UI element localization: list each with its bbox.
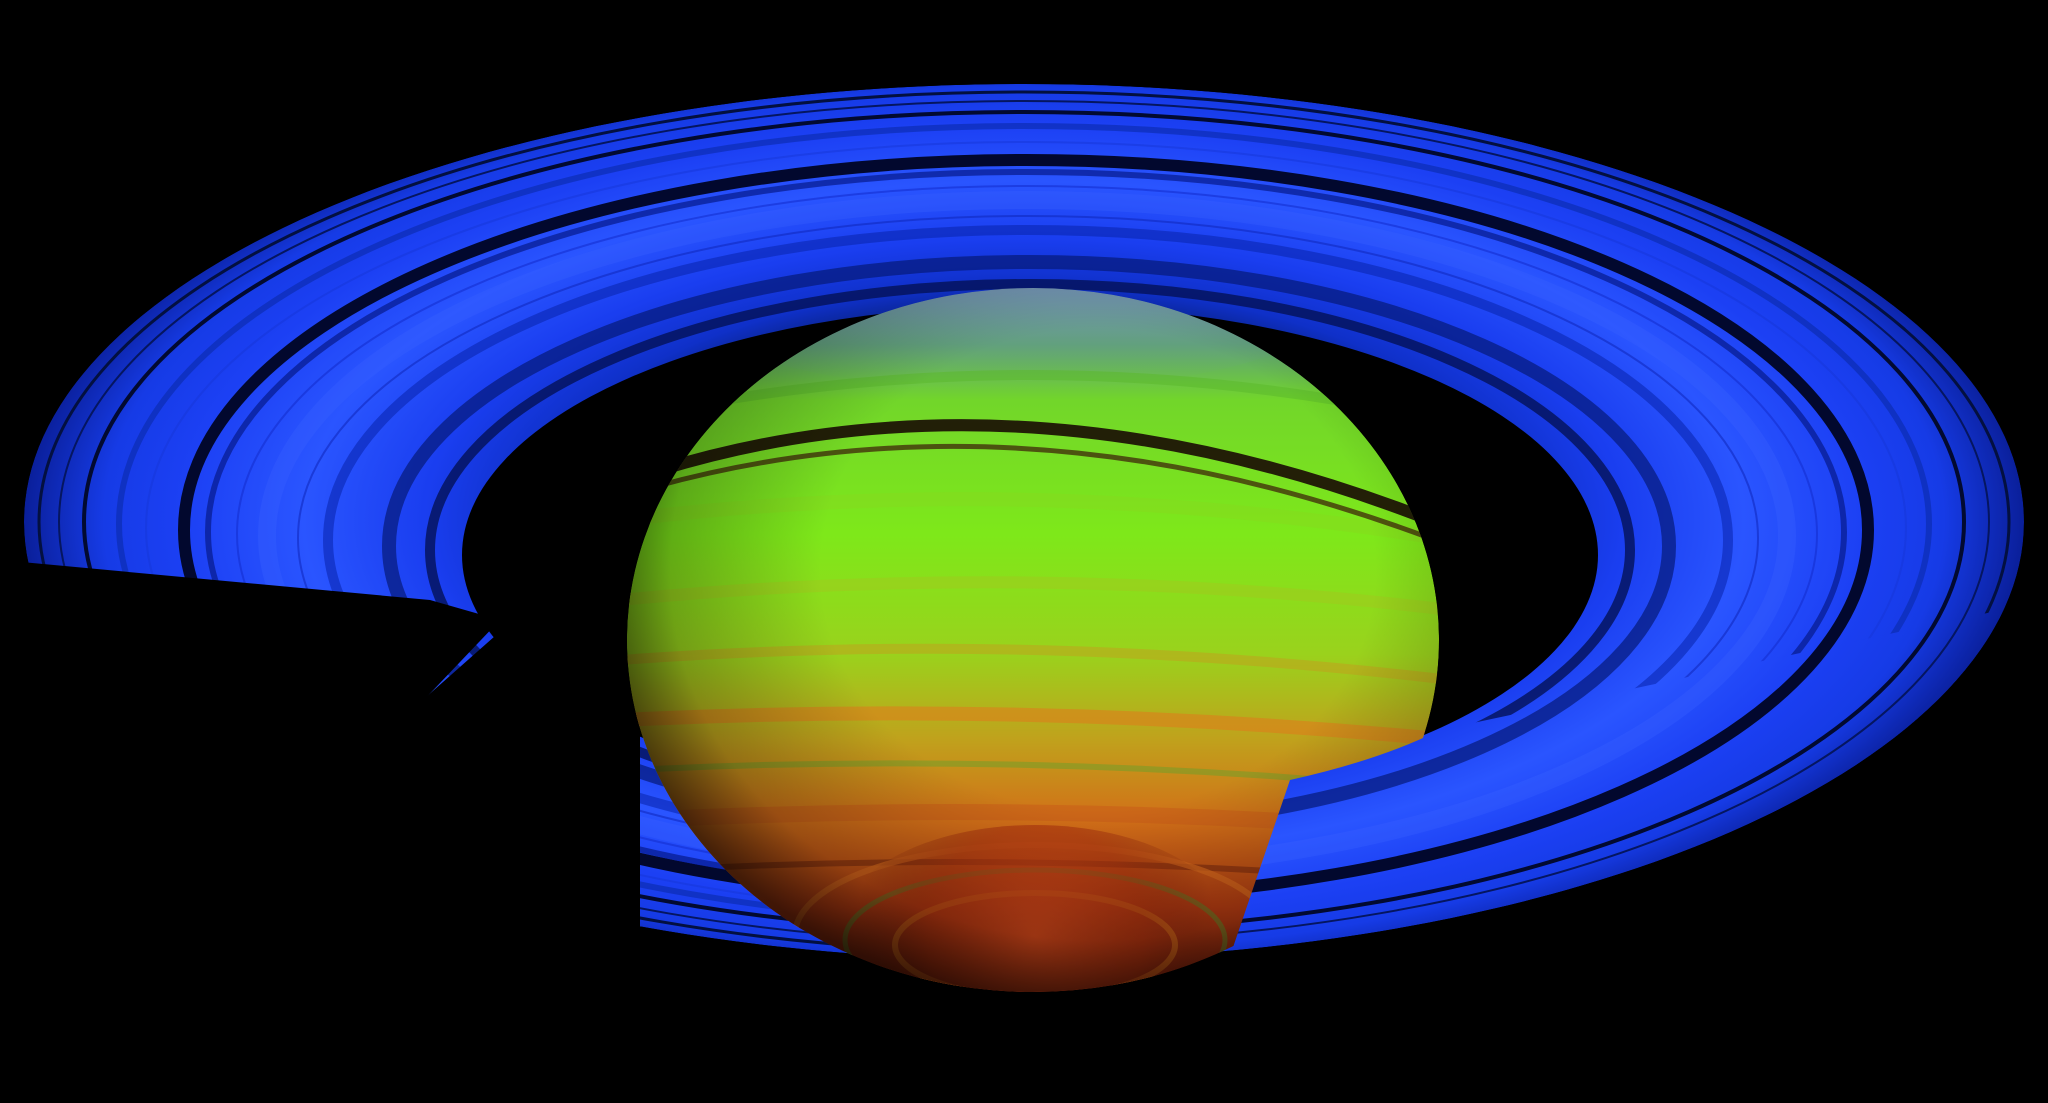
ring-front-arc bbox=[24, 84, 2024, 960]
outer-ring-edge bbox=[20, 80, 2028, 964]
